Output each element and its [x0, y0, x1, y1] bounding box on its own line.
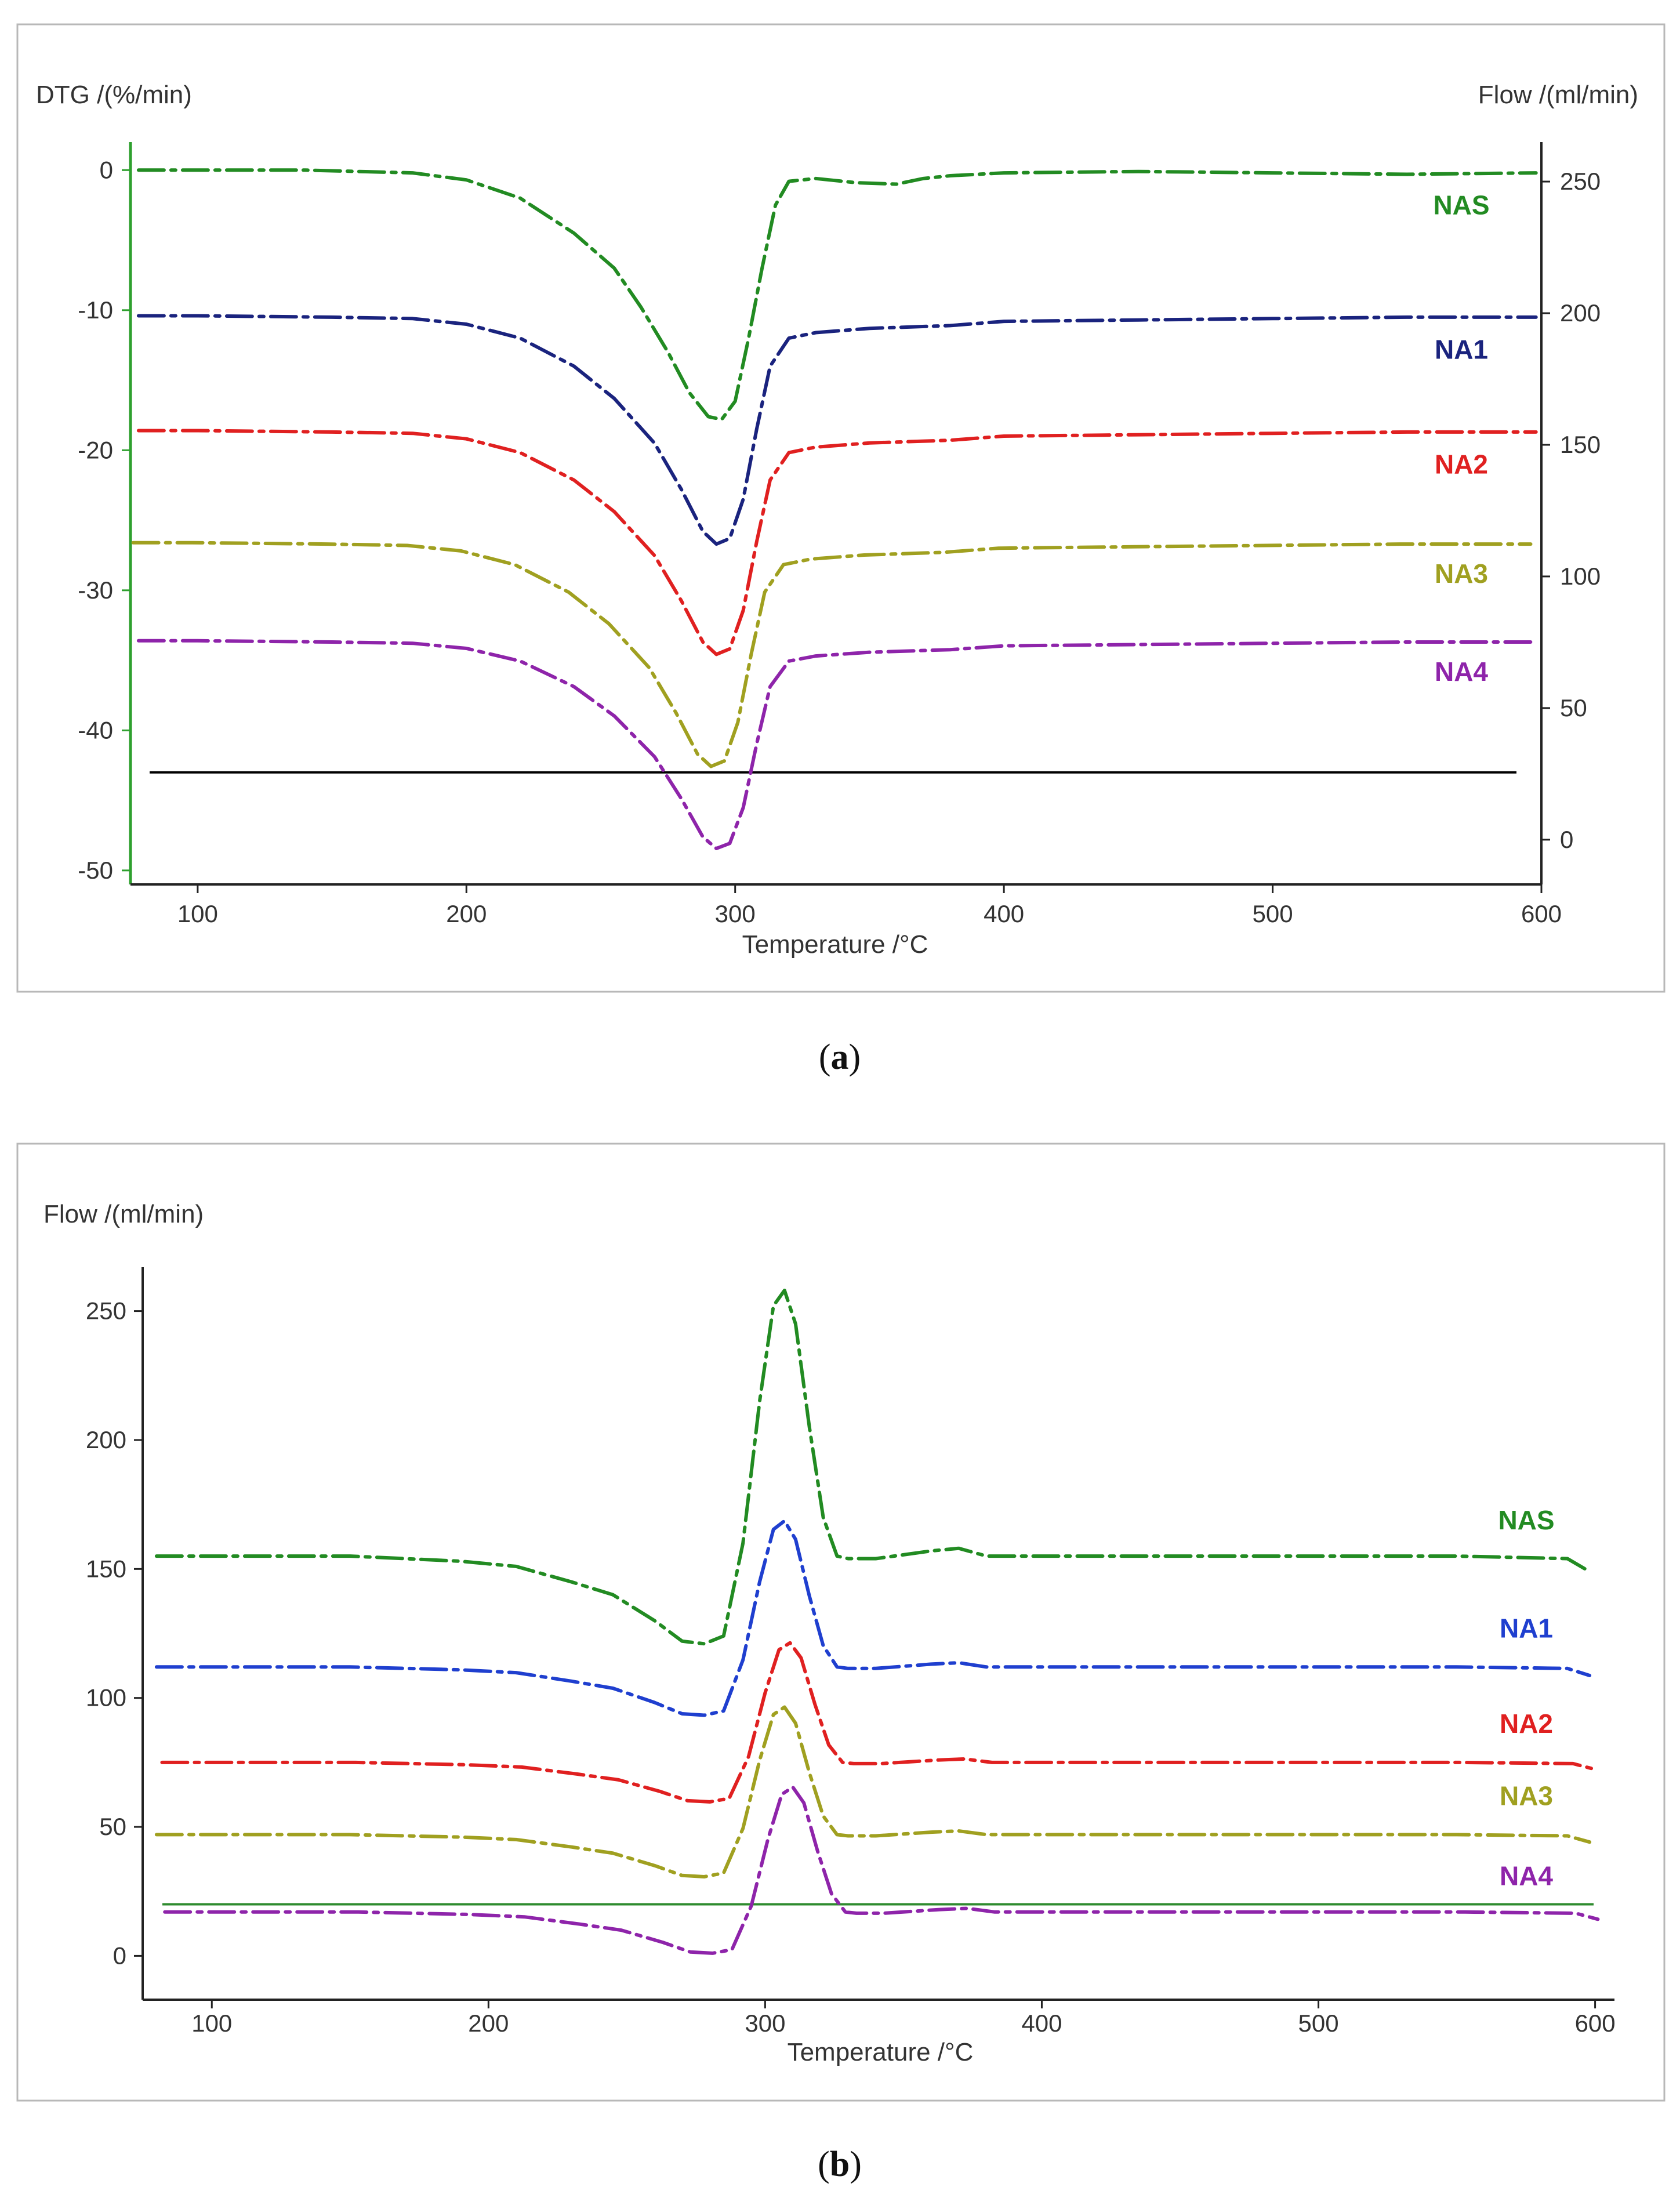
panel-a-y-tick-label: -40	[78, 716, 113, 744]
panel-b-series-group	[154, 1289, 1600, 1955]
panel-a-series-na1	[136, 314, 1538, 546]
panel-a-y-tick-label: -30	[78, 576, 113, 604]
panel-a-y2-axis-title: Flow /(ml/min)	[1478, 81, 1638, 109]
panel-a-x-tick-label: 400	[984, 900, 1024, 927]
panel-b-label-na2: NA2	[1500, 1709, 1553, 1739]
panel-a-y-axis-title: DTG /(%/min)	[36, 81, 192, 109]
panel-a-x-tick-label: 600	[1521, 900, 1562, 927]
panel-a-caption-letter: a	[831, 1038, 849, 1077]
panel-b-x-ticks: 100 200 300 400 500 600	[191, 2000, 1616, 2037]
panel-a-y-tick-label: 0	[100, 156, 113, 183]
panel-a-y-tick-label: -20	[78, 436, 113, 463]
panel-b-y-tick-label: 200	[86, 1426, 126, 1453]
panel-b-label-na3: NA3	[1500, 1781, 1553, 1811]
panel-b-caption: (b)	[818, 2145, 862, 2184]
panel-b-label-nas: NAS	[1498, 1505, 1554, 1535]
panel-b-y-tick-label: 100	[86, 1684, 126, 1711]
panel-b-x-tick-label: 600	[1575, 2010, 1616, 2037]
panel-b-y-tick-label: 50	[99, 1813, 126, 1840]
panel-a-series-na3	[131, 541, 1533, 768]
panel-a-x-tick-label: 500	[1253, 900, 1293, 927]
panel-b-x-tick-label: 500	[1298, 2010, 1338, 2037]
panel-b-y-tick-label: 0	[113, 1942, 126, 1969]
panel-a-y2-tick-label: 250	[1560, 168, 1601, 195]
panel-a-y-ticks: 0 -10 -20 -30 -40 -50	[78, 156, 130, 884]
panel-b-series-na4	[163, 1785, 1600, 1955]
panel-a-series-group	[131, 168, 1538, 850]
panel-a-y2-ticks: 250 200 150 100 50 0	[1541, 168, 1601, 853]
panel-b-series-na2	[160, 1641, 1597, 1804]
panel-a-label-na4: NA4	[1435, 657, 1488, 687]
panel-a-y2-tick-label: 100	[1560, 563, 1601, 590]
panel-b-x-axis-title: Temperature /°C	[788, 2038, 974, 2066]
panel-a-y2-tick-label: 200	[1560, 299, 1601, 327]
panel-b: Flow /(ml/min) 100 200 300 400 500 600 250200…	[16, 1143, 1666, 2102]
panel-a-label-nas: NAS	[1433, 190, 1489, 220]
panel-a-y2-tick-label: 50	[1560, 694, 1587, 721]
panel-b-label-na4: NA4	[1500, 1861, 1553, 1891]
panel-a: DTG /(%/min) Flow /(ml/min) 100 200 300 400…	[16, 23, 1666, 993]
panel-a-series-na2	[136, 429, 1538, 657]
panel-b-caption-letter: b	[830, 2145, 850, 2184]
panel-b-x-tick-label: 200	[468, 2010, 509, 2037]
panel-b-series-na1	[154, 1519, 1592, 1717]
panel-a-y-tick-label: -50	[78, 857, 113, 884]
panel-a-frame	[16, 23, 1666, 993]
panel-a-label-na3: NA3	[1435, 558, 1488, 589]
panel-b-y-axis-title: Flow /(ml/min)	[43, 1200, 204, 1228]
panel-b-series-nas	[154, 1289, 1592, 1646]
panel-b-y-ticks: 250 200 150 100 50 0	[86, 1297, 143, 1969]
panel-a-x-axis-title: Temperature /°C	[742, 930, 928, 959]
panel-a-x-tick-label: 200	[446, 900, 487, 927]
panel-a-label-na1: NA1	[1435, 334, 1488, 364]
panel-a-y-tick-label: -10	[78, 296, 113, 324]
panel-a-y2-tick-label: 0	[1560, 826, 1573, 853]
panel-b-x-tick-label: 100	[191, 2010, 232, 2037]
panel-b-x-tick-label: 400	[1021, 2010, 1062, 2037]
panel-b-label-na1: NA1	[1500, 1613, 1553, 1644]
panel-a-series-na4	[136, 639, 1538, 850]
panel-a-x-tick-label: 100	[177, 900, 218, 927]
panel-a-caption: (a)	[819, 1038, 861, 1077]
panel-b-frame	[16, 1143, 1666, 2102]
panel-b-series-labels: NAS NA1 NA2 NA3 NA4	[1498, 1505, 1554, 1891]
panel-b-y-tick-label: 250	[86, 1297, 126, 1325]
panel-a-series-labels: NAS NA1 NA2 NA3 NA4	[1433, 190, 1489, 687]
panel-b-series-na3	[154, 1705, 1592, 1878]
panel-a-series-nas	[136, 168, 1538, 422]
panel-b-x-tick-label: 300	[745, 2010, 785, 2037]
panel-a-y2-tick-label: 150	[1560, 431, 1601, 458]
panel-a-x-ticks: 100 200 300 400 500 600	[177, 884, 1562, 927]
panel-b-y-tick-label: 150	[86, 1555, 126, 1582]
panel-a-label-na2: NA2	[1435, 449, 1488, 479]
panel-a-x-tick-label: 300	[715, 900, 756, 927]
